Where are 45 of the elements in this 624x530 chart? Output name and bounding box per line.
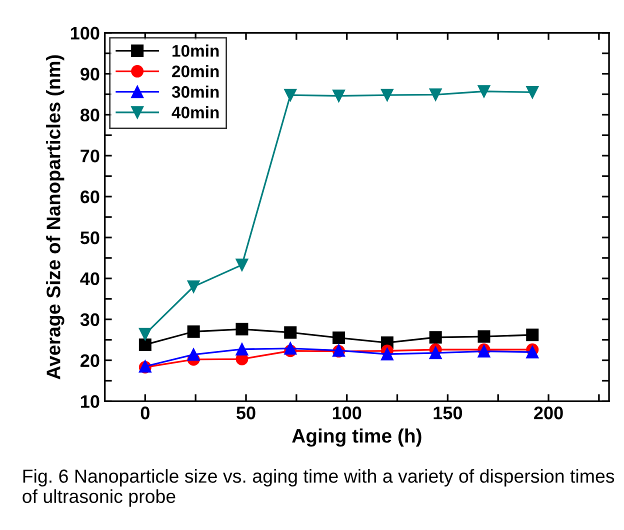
- y-tick-label: 50: [80, 231, 100, 244]
- legend-label: 10min: [172, 44, 219, 57]
- point: [236, 342, 248, 356]
- y-tick-label: 30: [80, 313, 100, 326]
- point: [429, 88, 442, 101]
- x-tick-label: 200: [534, 406, 563, 420]
- point: [187, 280, 200, 293]
- point: [236, 258, 248, 272]
- x-tick-label: 50: [236, 406, 256, 420]
- point: [138, 338, 152, 351]
- y-tick-label: 40: [80, 272, 100, 286]
- y-tick-label: 90: [80, 68, 100, 81]
- point: [236, 322, 248, 336]
- y-tick-label: 80: [80, 108, 100, 122]
- point: [380, 348, 394, 360]
- point: [284, 342, 297, 355]
- y-tick-label: 20: [80, 354, 100, 367]
- point: [332, 332, 346, 344]
- point: [187, 325, 200, 338]
- x-tick-label: 150: [434, 406, 462, 420]
- y-tick-label: 10: [81, 395, 100, 408]
- legend-label: 30min: [172, 86, 219, 98]
- point: [332, 90, 346, 102]
- point: [284, 88, 297, 102]
- point: [526, 328, 539, 342]
- y-tick-label: 100: [70, 26, 100, 40]
- x-axis-title: Aging time (h): [292, 428, 422, 447]
- point: [526, 86, 539, 98]
- point: [478, 85, 490, 98]
- point: [526, 346, 539, 358]
- x-tick-label: 0: [140, 406, 150, 420]
- y-axis-title: Average Size of Nanoparticles (nm): [46, 55, 64, 380]
- point: [478, 330, 490, 343]
- point: [138, 328, 152, 340]
- caption: Fig. 6 Nanoparticle size vs. aging time with a variety of dispersion times of ultrasonic probe: [22, 469, 614, 507]
- point: [380, 88, 394, 102]
- legend-label: 40min: [172, 106, 219, 118]
- y-tick-label: 70: [80, 150, 100, 162]
- legend-label: 20min: [172, 65, 219, 78]
- point: [284, 326, 297, 339]
- point: [187, 348, 200, 361]
- y-tick-label: 60: [80, 190, 100, 204]
- point: [429, 331, 442, 344]
- x-tick-label: 100: [332, 406, 362, 420]
- point: [429, 346, 442, 360]
